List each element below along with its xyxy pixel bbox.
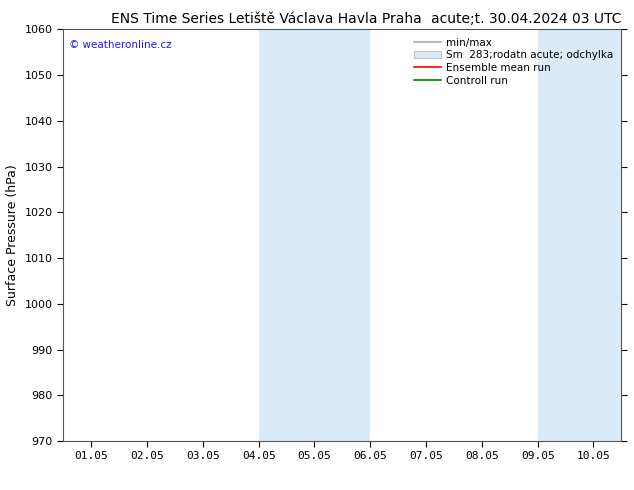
Bar — [538, 29, 621, 441]
Text: © weatheronline.cz: © weatheronline.cz — [69, 40, 172, 49]
Legend: min/max, Sm  283;rodatn acute; odchylka, Ensemble mean run, Controll run: min/max, Sm 283;rodatn acute; odchylka, … — [411, 35, 616, 89]
Bar — [259, 29, 370, 441]
Text: ENS Time Series Letiště Václava Havla Praha: ENS Time Series Letiště Václava Havla Pr… — [111, 12, 422, 26]
Y-axis label: Surface Pressure (hPa): Surface Pressure (hPa) — [6, 164, 19, 306]
Text: acute;t. 30.04.2024 03 UTC: acute;t. 30.04.2024 03 UTC — [431, 12, 621, 26]
